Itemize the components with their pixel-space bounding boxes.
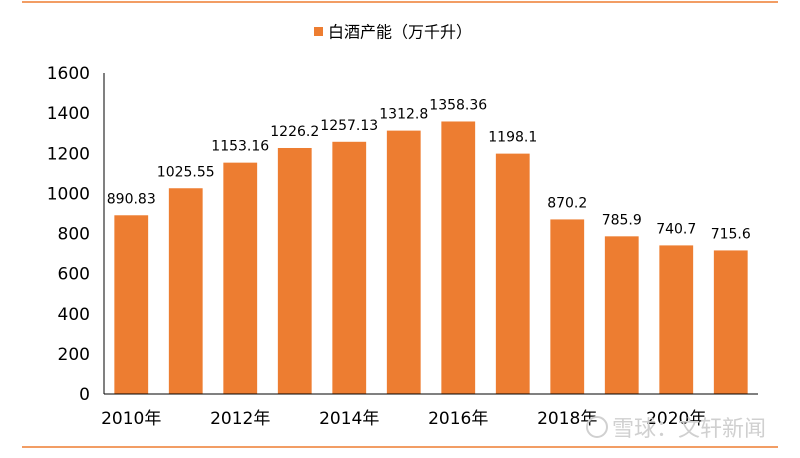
y-tick-label: 400 xyxy=(58,305,90,325)
bar xyxy=(495,153,530,394)
bar xyxy=(223,162,258,394)
bar xyxy=(168,188,203,394)
bar xyxy=(277,147,312,394)
y-tick-label: 1000 xyxy=(47,184,90,204)
x-tick-label: 2014年 xyxy=(319,409,379,429)
bar-data-label: 1226.2 xyxy=(270,124,319,140)
x-tick-label: 2012年 xyxy=(210,409,270,429)
bar-data-label: 1198.1 xyxy=(488,130,537,146)
y-tick-label: 200 xyxy=(58,345,90,365)
bar-data-label: 740.7 xyxy=(656,221,696,237)
legend-swatch xyxy=(314,27,323,36)
watermark-logo-icon xyxy=(586,416,608,438)
bar-data-label: 1358.36 xyxy=(429,97,487,113)
bar xyxy=(604,236,639,394)
y-tick-label: 800 xyxy=(58,225,90,245)
y-axis-tick-labels: 0 200 400 600 800 1000 1200 1400 1600 xyxy=(47,64,90,405)
bar xyxy=(114,215,149,394)
bar xyxy=(713,250,748,394)
bar-data-label: 1153.16 xyxy=(211,139,269,155)
bar-data-label: 1312.8 xyxy=(379,107,428,123)
legend-label: 白酒产能（万千升） xyxy=(328,23,472,42)
legend: 白酒产能（万千升） xyxy=(314,23,472,42)
y-tick-label: 0 xyxy=(79,385,90,405)
bar-data-label: 1257.13 xyxy=(320,118,378,134)
bar-data-label: 890.83 xyxy=(107,191,156,207)
x-tick-label: 2018年 xyxy=(537,409,597,429)
bar xyxy=(659,245,694,394)
y-tick-label: 600 xyxy=(58,265,90,285)
y-tick-label: 1400 xyxy=(47,104,90,124)
bar-series xyxy=(114,121,748,394)
watermark-text: 雪球：文轩新闻 xyxy=(612,417,766,442)
watermark: 雪球：文轩新闻 xyxy=(586,416,766,442)
bar-data-label: 1025.55 xyxy=(157,164,215,180)
bar xyxy=(441,121,476,394)
bar xyxy=(550,219,585,394)
x-tick-label: 2020年 xyxy=(646,409,706,429)
y-tick-label: 1600 xyxy=(47,64,90,84)
x-tick-label: 2016年 xyxy=(428,409,488,429)
bar-data-label: 715.6 xyxy=(711,226,751,242)
bar-data-label: 785.9 xyxy=(602,212,642,228)
y-tick-label: 1200 xyxy=(47,144,90,164)
bar xyxy=(332,141,367,394)
bar-data-label: 870.2 xyxy=(547,195,587,211)
x-axis-tick-labels: 2010年 2012年 2014年 2016年 2018年 2020年 xyxy=(101,409,706,429)
bar xyxy=(386,130,421,394)
x-tick-label: 2010年 xyxy=(101,409,161,429)
